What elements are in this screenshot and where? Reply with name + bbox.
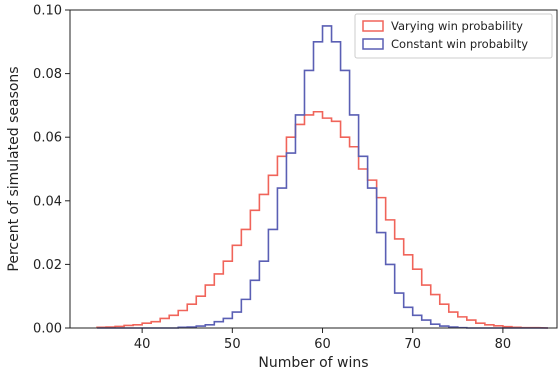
legend-swatch-constant (362, 38, 384, 50)
plot-frame (69, 9, 558, 329)
y-tick-label: 0.10 (33, 4, 62, 19)
x-tick-label: 70 (404, 337, 421, 352)
x-tick-label: 40 (134, 337, 151, 352)
legend-label-constant: Constant win probabilty (391, 37, 528, 51)
x-tick-label: 80 (495, 337, 512, 352)
y-tick-label: 0.08 (33, 67, 62, 82)
x-axis-title: Number of wins (258, 355, 368, 371)
x-tick-label: 60 (314, 337, 331, 352)
legend-label-varying: Varying win probability (391, 19, 523, 33)
y-axis-title: Percent of simulated seasons (6, 66, 22, 271)
y-tick-label: 0.02 (33, 258, 62, 273)
y-tick-label: 0.04 (33, 194, 62, 209)
x-tick-label: 50 (224, 337, 241, 352)
ticks-layer: 40 50 60 70 80 0.00 0.02 0.04 0.06 0.08 0.10 (33, 4, 511, 353)
legend-box (354, 13, 553, 59)
series-line-constant (97, 25, 548, 329)
series-layer (96, 25, 549, 329)
y-tick-label: 0.06 (33, 131, 62, 146)
legend: Varying win probability Constant win pro… (354, 13, 553, 59)
series-line-varying (96, 110, 549, 329)
y-tick-label: 0.00 (33, 322, 62, 337)
legend-swatch-varying (362, 20, 384, 32)
